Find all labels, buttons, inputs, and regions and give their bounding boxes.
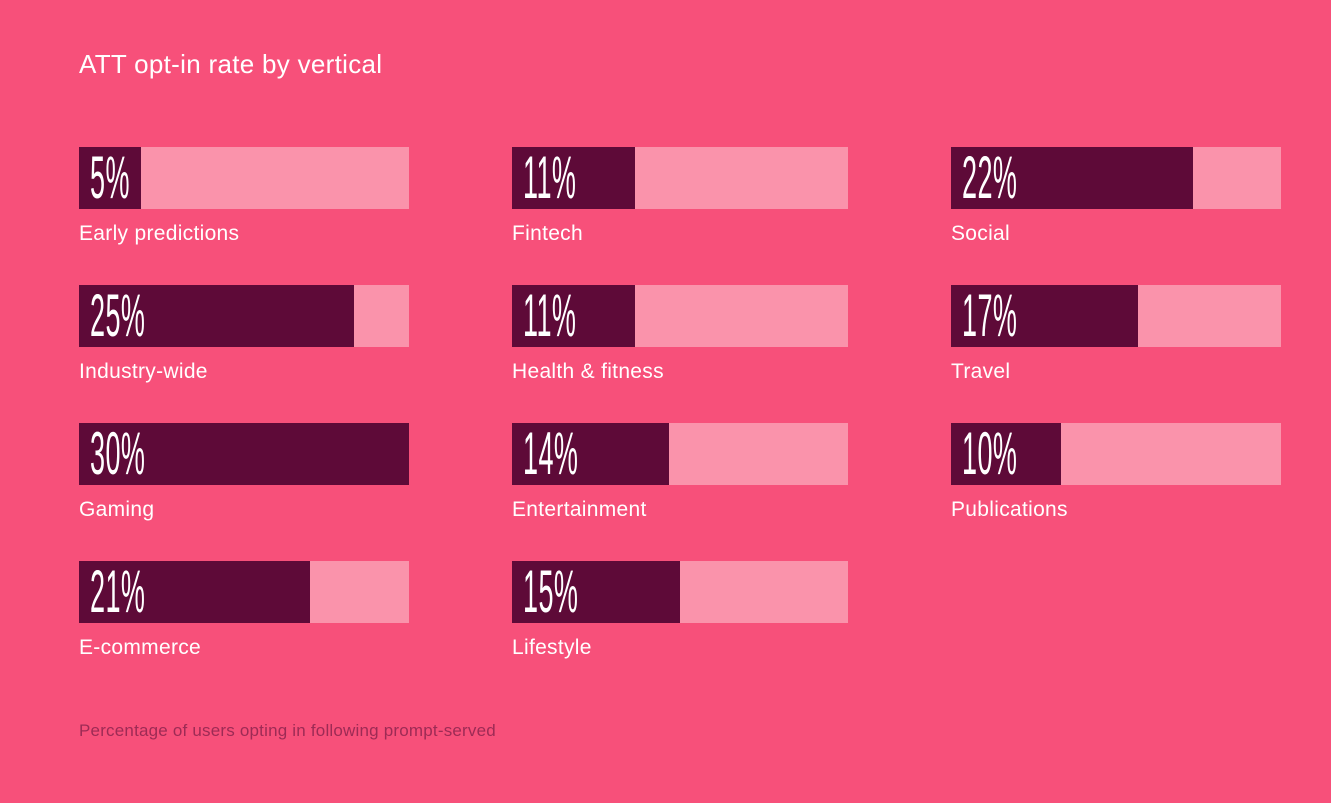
chart-footnote: Percentage of users opting in following … — [79, 721, 496, 740]
bar-value-label: 22% — [962, 144, 1018, 211]
bar-group: 25% Industry-wide — [79, 285, 409, 384]
bar-category-label: Lifestyle — [512, 636, 592, 659]
bar-value-label: 14% — [523, 420, 579, 487]
bar-track: 14% — [512, 423, 848, 485]
bar-category-label: Entertainment — [512, 498, 647, 521]
bar-value-label: 17% — [962, 282, 1018, 349]
bar-chart-grid: 5% Early predictions 25% Industry-wide 3… — [79, 147, 1281, 660]
bar-value-label: 11% — [523, 144, 577, 211]
bar-fill: 14% — [512, 423, 669, 485]
bar-track: 17% — [951, 285, 1281, 347]
bar-group: 11% Fintech — [512, 147, 848, 246]
bar-value-label: 30% — [90, 420, 146, 487]
bar-category-label: Health & fitness — [512, 360, 664, 383]
bar-group: 15% Lifestyle — [512, 561, 848, 660]
bar-group: 22% Social — [951, 147, 1281, 246]
bar-track: 10% — [951, 423, 1281, 485]
bar-category-label: Industry-wide — [79, 360, 208, 383]
bar-category-label: Early predictions — [79, 222, 240, 245]
bar-fill: 11% — [512, 144, 636, 211]
bar-group: 14% Entertainment — [512, 423, 848, 522]
bar-fill: 5% — [79, 147, 141, 209]
bar-fill: 22% — [951, 147, 1193, 209]
bar-category-label: Gaming — [79, 498, 155, 521]
bar-fill: 17% — [951, 285, 1138, 347]
chart-title: ATT opt-in rate by vertical — [79, 49, 383, 79]
bar-group: 17% Travel — [951, 285, 1281, 384]
bar-track: 25% — [79, 285, 409, 347]
bar-category-label: Social — [951, 222, 1010, 245]
bar-track: 21% — [79, 561, 409, 623]
bar-fill: 11% — [512, 282, 636, 349]
bar-group: 30% Gaming — [79, 423, 409, 522]
bar-track: 5% — [79, 147, 409, 209]
bar-value-label: 5% — [90, 144, 130, 211]
bar-group: 10% Publications — [951, 423, 1281, 522]
bar-track: 22% — [951, 147, 1281, 209]
bar-fill: 21% — [79, 561, 310, 623]
bar-category-label: Fintech — [512, 222, 583, 245]
bar-fill: 10% — [951, 423, 1061, 485]
bar-category-label: Publications — [951, 498, 1068, 521]
bar-fill: 30% — [79, 423, 409, 485]
bar-category-label: Travel — [951, 360, 1011, 383]
bar-category-label: E-commerce — [79, 636, 202, 659]
bar-group: 21% E-commerce — [79, 561, 409, 660]
bar-track: 15% — [512, 561, 848, 623]
bar-track: 11% — [512, 285, 848, 347]
bar-group: 5% Early predictions — [79, 147, 409, 246]
bar-group: 11% Health & fitness — [512, 285, 848, 384]
bar-track: 11% — [512, 147, 848, 209]
bar-value-label: 15% — [523, 558, 579, 625]
bar-value-label: 10% — [962, 420, 1018, 487]
bar-fill: 15% — [512, 561, 680, 623]
bar-track: 30% — [79, 423, 409, 485]
bar-fill: 25% — [79, 285, 354, 347]
bar-value-label: 21% — [90, 558, 146, 625]
bar-value-label: 25% — [90, 282, 146, 349]
bar-value-label: 11% — [523, 282, 577, 349]
